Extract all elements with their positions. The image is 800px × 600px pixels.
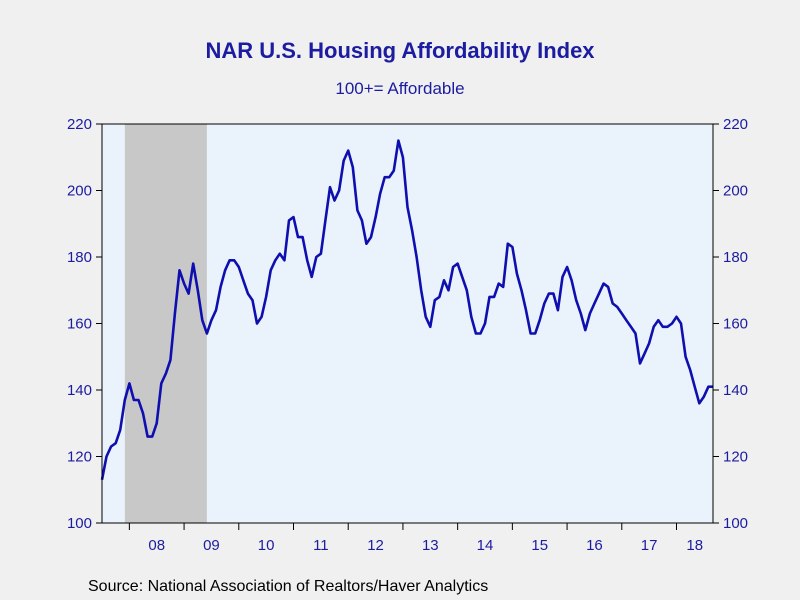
y-tick-label-left: 200 <box>67 183 92 200</box>
x-tick-label: 16 <box>586 537 603 554</box>
y-tick-label-left: 140 <box>67 382 92 399</box>
y-tick-label-left: 180 <box>67 249 92 266</box>
y-tick-label-right: 120 <box>723 449 748 466</box>
x-tick-label: 14 <box>477 537 494 554</box>
x-tick-label: 13 <box>422 537 439 554</box>
x-tick-label: 10 <box>258 537 275 554</box>
series-line <box>100 139 713 481</box>
y-tick-label-right: 140 <box>723 382 748 399</box>
y-tick-label-left: 160 <box>67 316 92 333</box>
recession-shade <box>124 124 207 523</box>
y-tick-label-right: 200 <box>723 183 748 200</box>
y-tick-label-left: 120 <box>67 449 92 466</box>
x-tick-label: 09 <box>203 537 220 554</box>
chart-subtitle: 100+= Affordable <box>335 79 465 98</box>
plot-frame <box>101 123 714 524</box>
source-note: Source: National Association of Realtors… <box>88 578 489 595</box>
y-tick-label-right: 180 <box>723 249 748 266</box>
x-tick-label: 08 <box>148 537 165 554</box>
x-tick-label: 11 <box>313 537 329 554</box>
chart-title: NAR U.S. Housing Affordability Index <box>205 38 595 63</box>
axis-labels: 100 100 120 120 140 140 160 160 180 180 200 200 220 2… <box>67 116 748 554</box>
x-tick-label: 15 <box>531 537 548 554</box>
y-tick-label-left: 220 <box>67 116 92 133</box>
y-tick-label-right: 100 <box>723 515 748 532</box>
x-tick-label: 17 <box>641 537 658 554</box>
y-tick-label-right: 160 <box>723 316 748 333</box>
axis-ticks <box>96 123 719 530</box>
y-tick-label-right: 220 <box>723 116 748 133</box>
x-tick-label: 12 <box>367 537 384 554</box>
x-tick-label: 18 <box>686 537 703 554</box>
y-tick-label-left: 100 <box>67 515 92 532</box>
